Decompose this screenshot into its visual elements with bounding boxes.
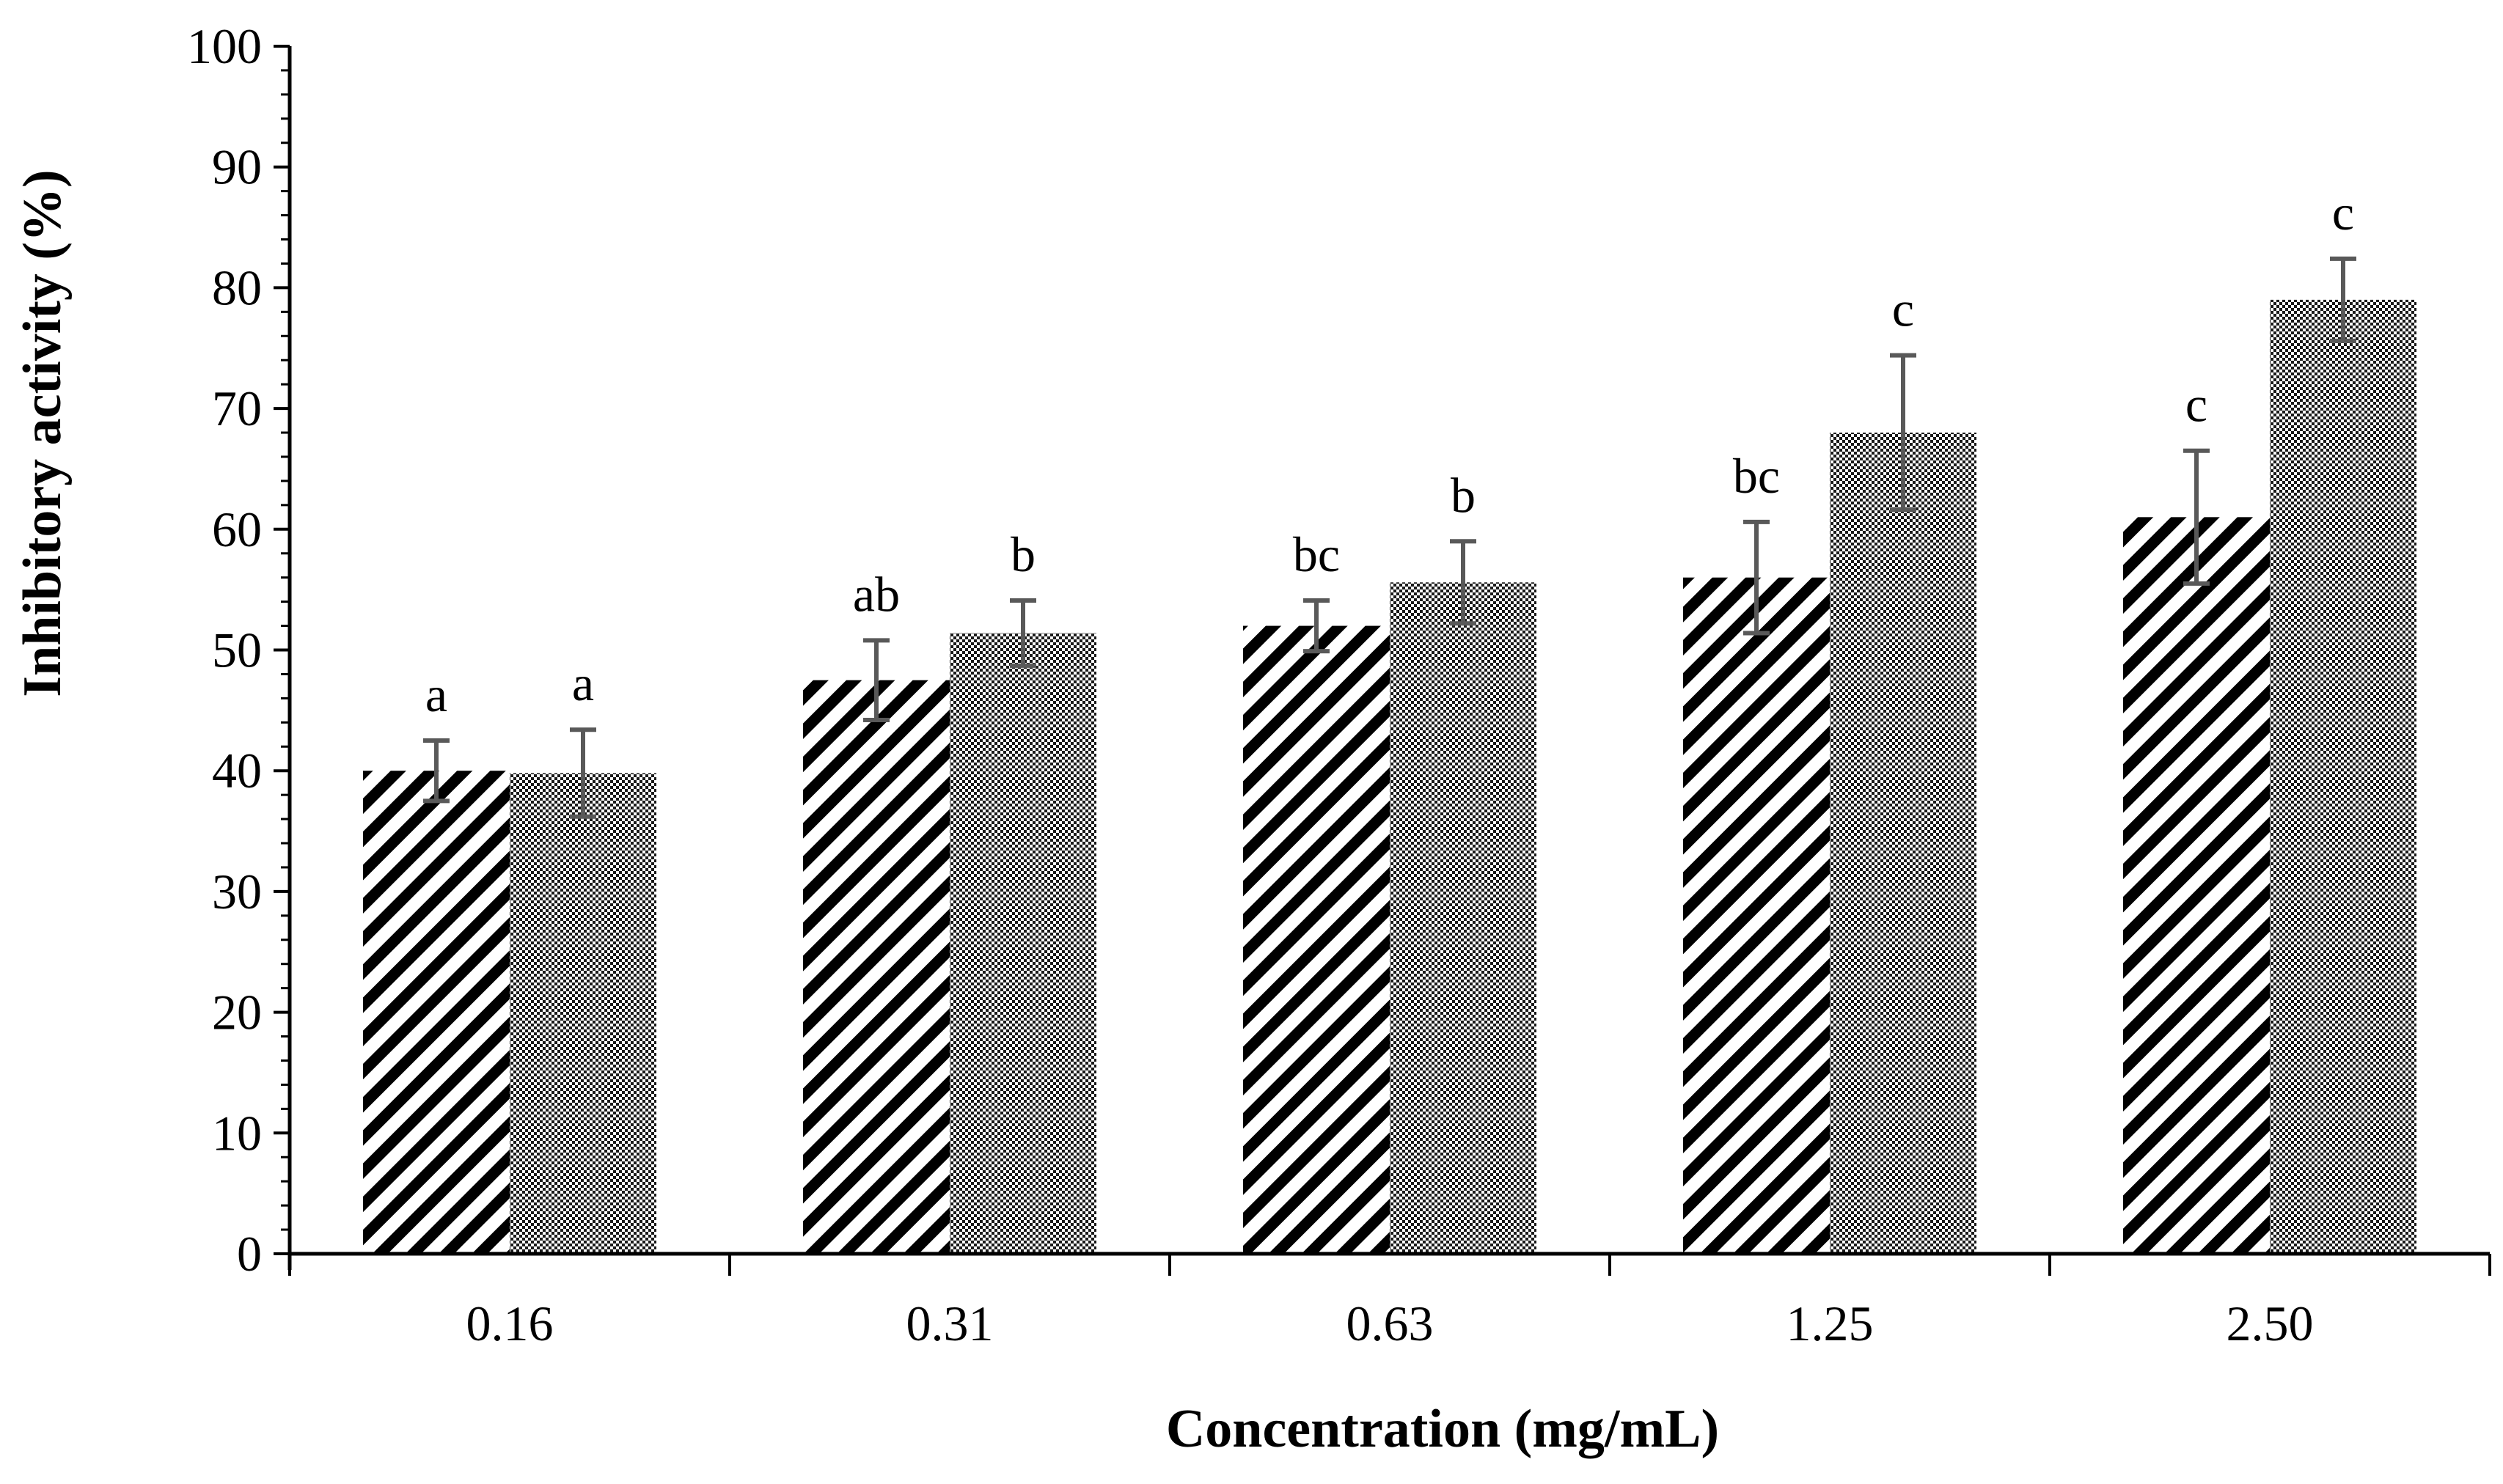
y-tick-label: 80 [212,260,262,315]
y-tick-label: 40 [212,743,262,798]
x-tick-label-0_63: 0.63 [1346,1296,1434,1351]
x-tick-label-0_31: 0.31 [906,1296,994,1351]
significance-label-s2-0_31: b [1011,526,1036,582]
significance-label-s2-0_16: a [572,655,594,711]
x-tick-label-1_25: 1.25 [1786,1296,1874,1351]
y-tick-label: 100 [187,18,262,74]
bar-s1-0_63 [1243,625,1390,1254]
y-tick-label: 10 [212,1105,262,1161]
x-tick-label-0_16: 0.16 [466,1296,554,1351]
bar-s1-0_16 [363,771,510,1254]
x-axis-title: Concentration (mg/mL) [1166,1399,1719,1459]
significance-label-s1-0_63: bc [1293,526,1340,582]
y-tick-label: 30 [212,864,262,919]
significance-label-s1-2_50: c [2185,377,2207,433]
significance-label-s1-0_31: ab [853,566,900,622]
y-tick-label: 20 [212,985,262,1040]
bar-s1-2_50 [2123,517,2270,1254]
bar-s1-0_31 [803,680,950,1254]
bar-s2-0_16 [510,773,656,1254]
bar-s2-2_50 [2270,299,2416,1254]
bar-s2-0_63 [1390,582,1536,1254]
significance-label-s2-1_25: c [1892,282,1914,337]
significance-label-s2-2_50: c [2332,185,2354,240]
y-tick-label: 60 [212,502,262,557]
significance-label-s1-0_16: a [425,666,447,722]
y-tick-label: 70 [212,381,262,436]
y-tick-label: 0 [237,1226,262,1282]
y-tick-label: 90 [212,139,262,195]
y-axis-title: Inhibitory activity (%) [12,169,73,697]
bar-s2-1_25 [1830,433,1976,1254]
bar-s1-1_25 [1683,577,1830,1254]
x-tick-label-2_50: 2.50 [2227,1296,2314,1351]
y-tick-label: 50 [212,622,262,678]
bar-s2-0_31 [950,633,1096,1254]
significance-label-s1-1_25: bc [1733,448,1780,504]
significance-label-s2-0_63: b [1451,467,1476,523]
